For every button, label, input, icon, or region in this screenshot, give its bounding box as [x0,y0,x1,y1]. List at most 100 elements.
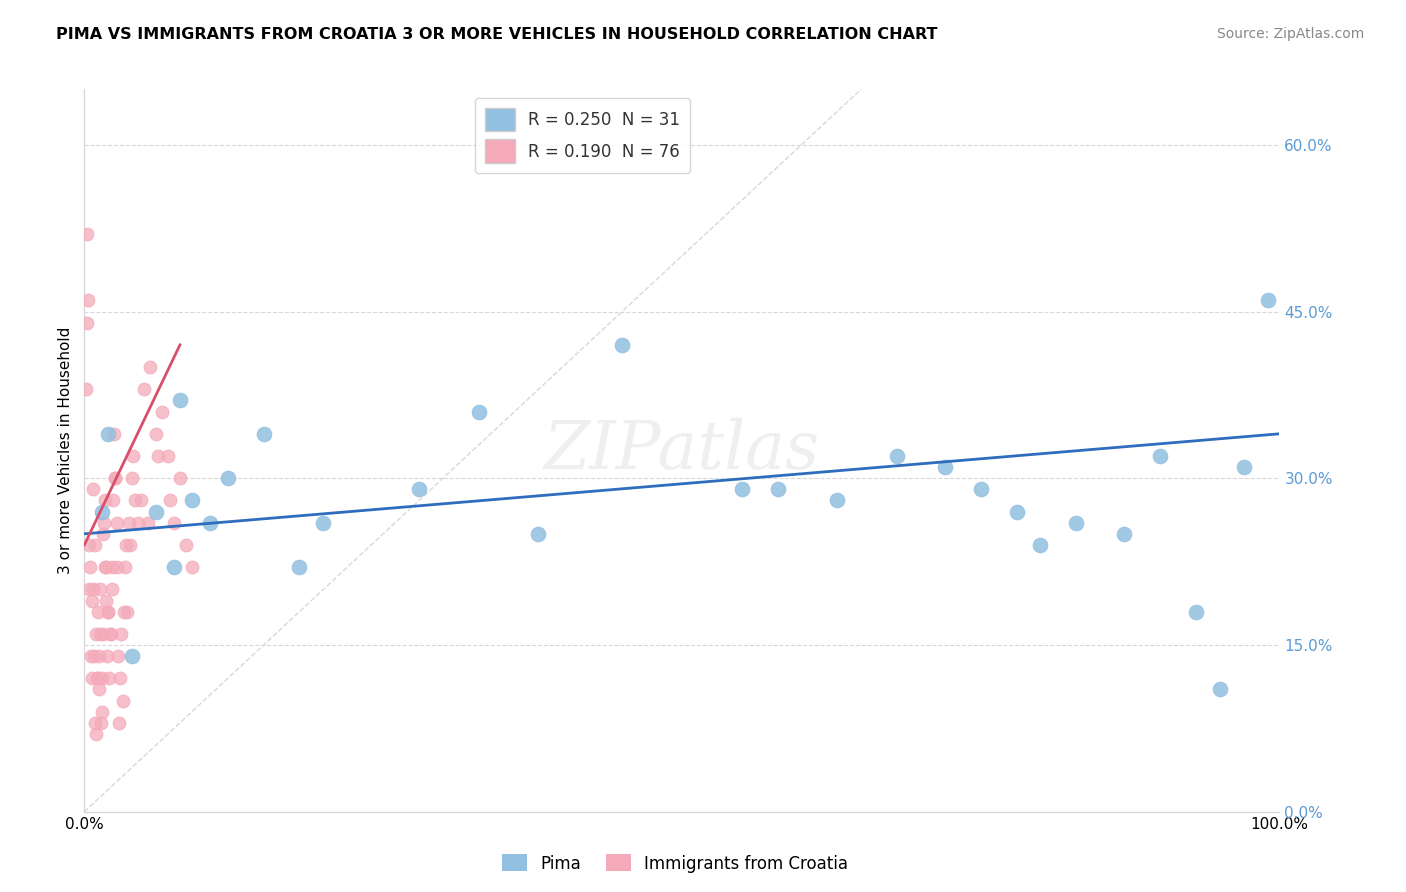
Point [94,493,117,508]
Point [112,605,135,619]
Point [169,471,191,485]
Point [145,426,167,441]
Point [105,516,128,530]
Point [84,627,107,641]
Point [1066,516,1088,530]
Point [148,449,170,463]
Point [90,671,112,685]
Point [77,582,100,597]
Point [89,582,111,597]
Point [98,671,121,685]
Point [108,715,131,730]
Point [79,560,101,574]
Point [89,627,111,641]
Point [127,516,149,530]
Point [122,449,145,463]
Point [1185,605,1208,619]
Point [103,426,125,441]
Point [84,715,107,730]
Point [86,671,108,685]
Point [468,404,491,418]
Point [934,460,956,475]
Point [96,560,118,574]
Point [169,393,191,408]
Text: Source: ZipAtlas.com: Source: ZipAtlas.com [1216,27,1364,41]
Point [1114,526,1136,541]
Point [107,649,129,664]
Point [91,705,114,719]
Point [159,493,181,508]
Point [136,516,159,530]
Point [1257,293,1279,308]
Point [101,582,124,597]
Point [75,382,97,396]
Point [77,293,100,308]
Point [157,449,180,463]
Text: PIMA VS IMMIGRANTS FROM CROATIA 3 OR MORE VEHICLES IN HOUSEHOLD CORRELATION CHAR: PIMA VS IMMIGRANTS FROM CROATIA 3 OR MOR… [56,27,938,42]
Point [83,538,105,552]
Point [82,582,104,597]
Point [86,671,108,685]
Point [82,483,104,497]
Point [80,649,103,664]
Point [76,227,98,241]
Point [83,649,105,664]
Point [117,605,139,619]
Point [150,404,173,418]
Point [217,471,239,485]
Point [124,493,146,508]
Point [163,516,186,530]
Point [114,560,136,574]
Point [174,538,197,552]
Point [89,649,111,664]
Point [181,560,204,574]
Point [408,483,430,497]
Point [253,426,276,441]
Point [1149,449,1171,463]
Point [77,538,100,552]
Point [101,560,124,574]
Point [766,483,789,497]
Point [731,483,754,497]
Point [1233,460,1256,475]
Point [1005,505,1028,519]
Point [129,493,152,508]
Point [163,560,186,574]
Point [100,627,122,641]
Point [110,627,132,641]
Point [288,560,311,574]
Text: ZIPatlas: ZIPatlas [544,417,820,483]
Point [98,627,121,641]
Point [104,471,127,485]
Point [139,360,162,375]
Point [97,426,120,441]
Point [115,538,138,552]
Point [118,538,141,552]
Point [97,605,120,619]
Point [121,471,143,485]
Point [80,593,103,607]
Point [76,316,98,330]
Point [91,627,114,641]
Point [104,471,127,485]
Point [886,449,908,463]
Y-axis label: 3 or more Vehicles in Household: 3 or more Vehicles in Household [58,326,73,574]
Point [93,526,115,541]
Point [181,493,204,508]
Point [87,605,110,619]
Point [117,516,139,530]
Point [132,382,156,396]
Point [1029,538,1052,552]
Point [82,671,104,685]
Point [827,493,849,508]
Point [86,727,108,741]
Point [312,516,335,530]
Point [198,516,221,530]
Point [145,505,167,519]
Point [527,526,550,541]
Point [101,493,124,508]
Point [94,593,117,607]
Point [91,505,114,519]
Legend: R = 0.250  N = 31, R = 0.190  N = 76: R = 0.250 N = 31, R = 0.190 N = 76 [475,97,690,173]
Legend: Pima, Immigrants from Croatia: Pima, Immigrants from Croatia [495,847,855,880]
